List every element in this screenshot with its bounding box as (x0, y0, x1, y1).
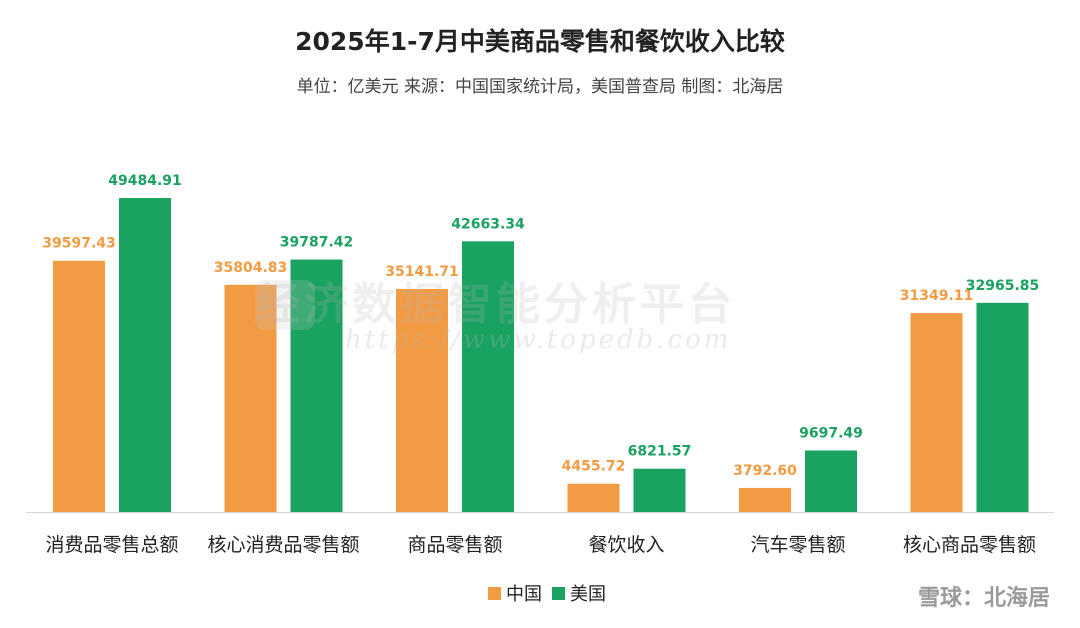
data-label: 32965.85 (966, 278, 1040, 294)
legend-swatch-china (488, 587, 501, 600)
bar-china (224, 284, 277, 512)
data-label: 39597.43 (42, 236, 116, 252)
data-label: 4455.72 (562, 459, 626, 475)
x-tick-label: 核心商品零售额 (903, 534, 1036, 556)
bar-usa (805, 450, 857, 512)
bar-china (396, 289, 448, 512)
x-tick-label: 汽车零售额 (750, 534, 845, 556)
data-label: 6821.57 (628, 444, 692, 460)
bar-china (53, 260, 105, 512)
chart-subtitle: 单位：亿美元 来源：中国国家统计局，美国普查局 制图：北海居 (296, 77, 784, 97)
data-label: 35804.83 (214, 260, 288, 276)
x-tick-label: 餐饮收入 (588, 534, 664, 556)
bar-china (739, 487, 791, 512)
data-label: 49484.91 (108, 173, 182, 189)
x-tick-label: 商品零售额 (407, 534, 502, 556)
bar-usa (290, 259, 343, 512)
legend-swatch-usa (552, 587, 565, 600)
legend-label: 中国 (506, 584, 542, 605)
x-tick-label: 核心消费品零售额 (207, 534, 359, 556)
bar-usa (119, 198, 171, 512)
bar-usa (633, 468, 686, 512)
corner-watermark: 雪球：北海居 (917, 586, 1050, 611)
data-label: 35141.71 (385, 264, 459, 280)
data-label: 39787.42 (280, 235, 354, 251)
legend-label: 美国 (570, 584, 606, 605)
data-label: 42663.34 (451, 216, 525, 232)
bar-china (910, 313, 963, 512)
chart-title: 2025年1-7月中美商品零售和餐饮收入比较 (295, 27, 785, 56)
bar-usa (462, 241, 514, 512)
data-label: 9697.49 (799, 425, 863, 441)
data-label: 3792.60 (733, 463, 797, 479)
data-label: 31349.11 (900, 288, 974, 304)
x-tick-label: 消费品零售总额 (45, 534, 178, 556)
bar-china (567, 483, 620, 512)
bar-usa (976, 302, 1029, 512)
